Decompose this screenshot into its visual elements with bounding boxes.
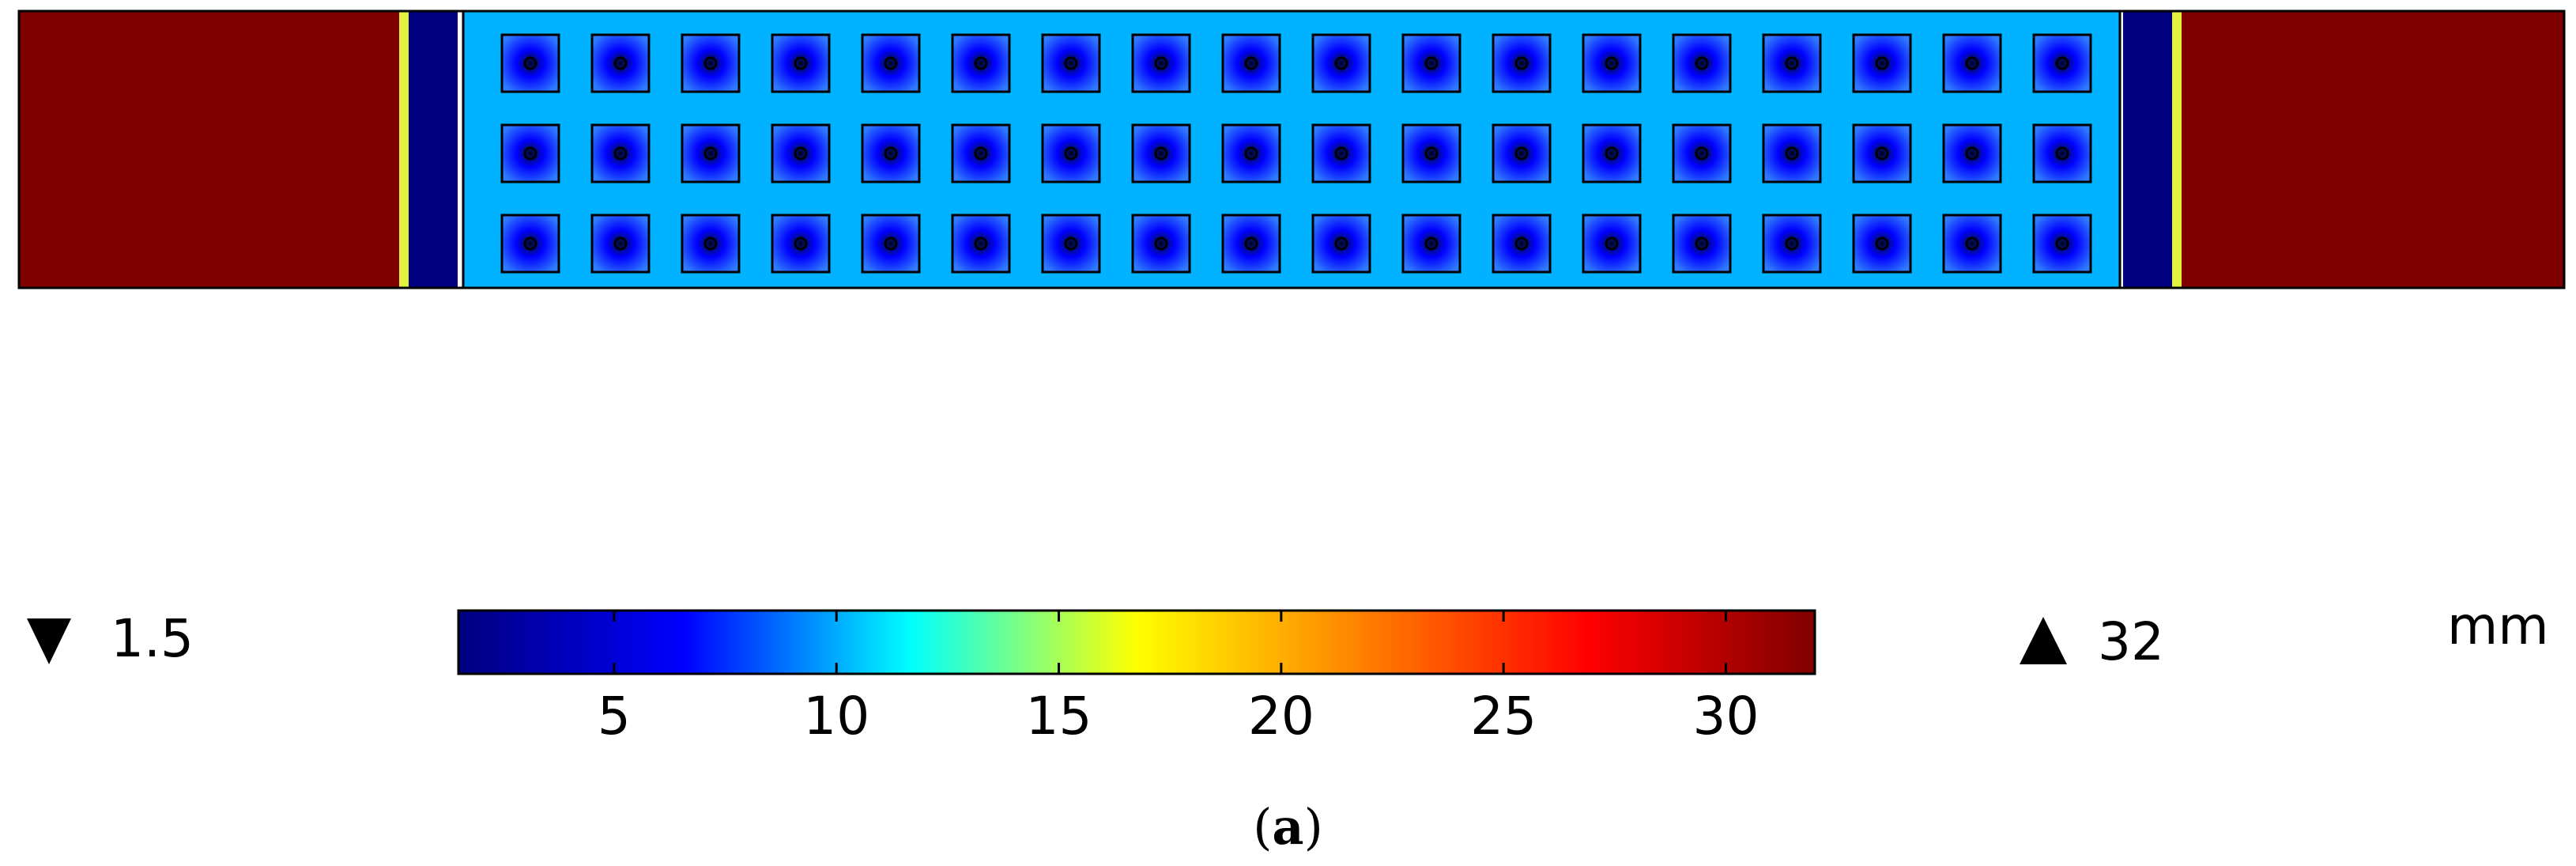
cell-square (1942, 123, 2002, 183)
cell-square (1942, 33, 2002, 93)
cell-square (500, 123, 560, 183)
cell-square (1311, 33, 1371, 93)
cell-square (1852, 123, 1912, 183)
cell-square (1492, 214, 1552, 274)
left-outer-block (19, 11, 399, 288)
distance-field-diagram (17, 9, 2566, 289)
cell-square (1041, 33, 1101, 93)
colorbar-tick-label: 25 (1470, 686, 1537, 747)
colorbar-tick-label: 15 (1026, 686, 1092, 747)
cell-square (500, 214, 560, 274)
cell-square (1672, 123, 1732, 183)
cell-square (1672, 214, 1732, 274)
cell-square (1401, 123, 1461, 183)
cell-square (1131, 214, 1191, 274)
cell-square (1672, 33, 1732, 93)
cell-square (771, 33, 831, 93)
cell-square (590, 33, 651, 93)
colorbar-ticks: 5 10 15 20 25 30 (598, 611, 1759, 747)
colorbar-max-label: 32 (2098, 611, 2164, 672)
cell-square (500, 33, 560, 93)
cell-square (1942, 214, 2002, 274)
cell-square (861, 33, 921, 93)
cell-square (1762, 33, 1822, 93)
cell-square (1041, 214, 1101, 274)
cell-square (951, 123, 1011, 183)
cell-square (1582, 123, 1642, 183)
colorbar-tick-label: 5 (598, 686, 631, 747)
cell-square (771, 214, 831, 274)
cell-square (590, 214, 651, 274)
cell-square (861, 214, 921, 274)
cell-square (1221, 33, 1281, 93)
diagram-border (17, 9, 2566, 289)
cell-square (1762, 123, 1822, 183)
cell-square (1852, 33, 1912, 93)
cell-square (1221, 123, 1281, 183)
cell-square (1221, 214, 1281, 274)
cell-square (1401, 214, 1461, 274)
cell-square (1311, 214, 1371, 274)
colorbar-tick-label: 30 (1692, 686, 1759, 747)
cell-square (1492, 123, 1552, 183)
cell-square (1131, 33, 1191, 93)
up-triangle-icon (2020, 617, 2067, 664)
cell-square (1762, 214, 1822, 274)
cell-square (1131, 123, 1191, 183)
colorbar: 5 10 15 20 25 30 (457, 609, 1816, 747)
cell-square (1582, 214, 1642, 274)
cell-square (1582, 33, 1642, 93)
right-yellow-strip (2172, 11, 2182, 288)
right-dark-band (2123, 11, 2172, 288)
cell-square (681, 33, 741, 93)
cell-grid (500, 33, 2092, 274)
colorbar-tick-label: 10 (803, 686, 869, 747)
left-dark-band (409, 11, 458, 288)
left-yellow-strip (399, 11, 409, 288)
cell-square (771, 123, 831, 183)
cell-square (951, 33, 1011, 93)
cell-square (2032, 33, 2092, 93)
cell-square (590, 123, 651, 183)
cell-square (2032, 123, 2092, 183)
colorbar-gradient (457, 609, 1816, 675)
cell-square (681, 214, 741, 274)
figure-caption: (a) (1253, 798, 1323, 856)
colorbar-min-label: 1.5 (111, 608, 194, 669)
cell-square (1852, 214, 1912, 274)
cell-square (1041, 123, 1101, 183)
cell-square (951, 214, 1011, 274)
cell-square (1311, 123, 1371, 183)
colorbar-unit-label: mm (2447, 596, 2549, 656)
cell-square (861, 123, 921, 183)
right-outer-block (2182, 11, 2564, 288)
cell-square (2032, 214, 2092, 274)
cell-square (1401, 33, 1461, 93)
colorbar-tick-label: 20 (1248, 686, 1314, 747)
cell-square (1492, 33, 1552, 93)
down-triangle-icon (27, 618, 71, 664)
cell-square (681, 123, 741, 183)
